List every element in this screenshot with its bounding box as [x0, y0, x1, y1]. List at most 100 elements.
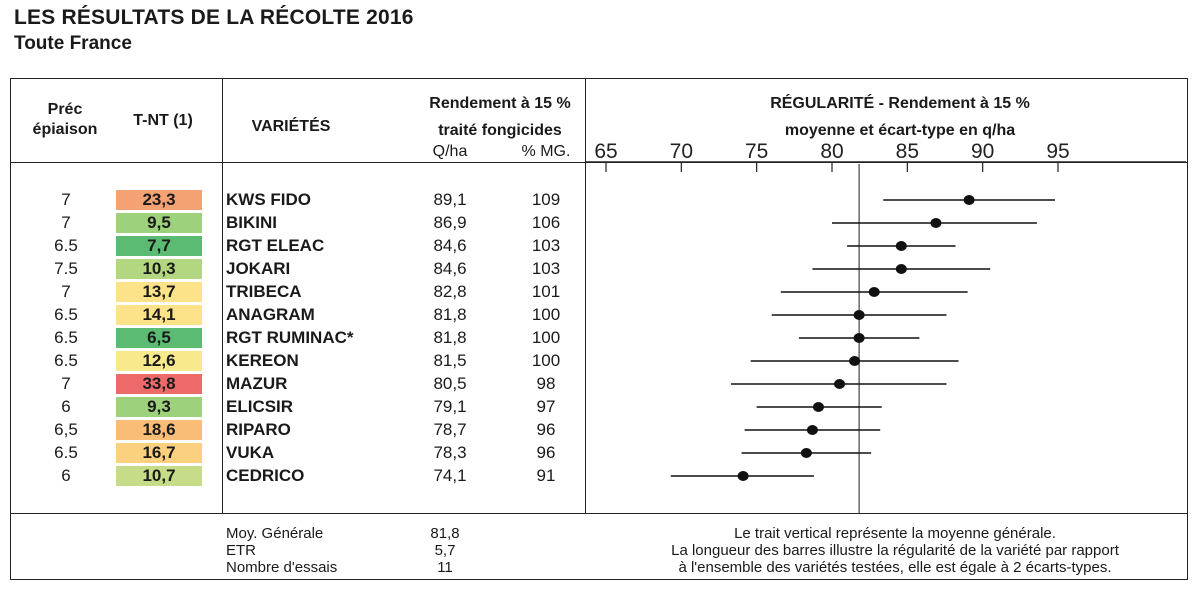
- table-row: 6.5 16,7 VUKA 78,3 96: [10, 442, 585, 464]
- mean-point: [737, 471, 749, 481]
- prec-epiaison-value: 7: [61, 282, 71, 301]
- prec-epiaison-value: 6,5: [54, 420, 78, 439]
- yield-mg-value: 103: [531, 236, 561, 255]
- tnt-value: 12,6: [116, 351, 202, 371]
- column-divider-regularite: [585, 78, 586, 513]
- regularity-chart: 65 70 75 80 85 90 95: [586, 140, 1186, 513]
- footer-labels: Moy. Générale ETR Nombre d'essais: [226, 525, 406, 576]
- footer-values: 81,8 5,7 11: [410, 525, 480, 576]
- tnt-value: 13,7: [116, 282, 202, 302]
- yield-mg-value: 100: [531, 328, 561, 347]
- variety-name: CEDRICO: [226, 466, 305, 485]
- prec-epiaison-value: 7: [61, 213, 71, 232]
- prec-epiaison-value: 7: [61, 190, 71, 209]
- footer-moy-value: 81,8: [430, 525, 460, 542]
- x-tick-label: 65: [594, 140, 617, 163]
- variety-name: ELICSIR: [226, 397, 294, 416]
- yield-qha-value: 81,8: [433, 328, 467, 347]
- yield-mg-value: 109: [531, 190, 561, 209]
- header-varietes: VARIÉTÉS: [251, 118, 331, 135]
- mean-point: [849, 356, 861, 366]
- footer-note: Le trait vertical représente la moyenne …: [610, 525, 1180, 576]
- table-row: 6.5 6,5 RGT RUMINAC* 81,8 100: [10, 327, 585, 349]
- yield-mg-value: 100: [531, 351, 561, 370]
- x-tick-label: 75: [745, 140, 768, 163]
- variety-name: VUKA: [226, 443, 275, 462]
- yield-qha-value: 86,9: [433, 213, 467, 232]
- header-mg: % MG.: [521, 143, 571, 160]
- header-regularite-line1: RÉGULARITÉ - Rendement à 15 %: [770, 95, 1030, 112]
- variety-name: RGT RUMINAC*: [226, 328, 354, 347]
- yield-qha-value: 78,7: [433, 420, 467, 439]
- yield-mg-value: 103: [531, 259, 561, 278]
- footer-essais-value: 11: [437, 559, 453, 576]
- variety-name: RIPARO: [226, 420, 291, 439]
- table-row: 6.5 7,7 RGT ELEAC 84,6 103: [10, 235, 585, 257]
- mean-point: [853, 333, 865, 343]
- prec-epiaison-value: 6.5: [54, 351, 78, 370]
- prec-epiaison-value: 6: [61, 397, 71, 416]
- table-row: 6.5 12,6 KEREON 81,5 100: [10, 350, 585, 372]
- x-tick-label: 95: [1046, 140, 1069, 163]
- mean-point: [812, 402, 824, 412]
- variety-name: BIKINI: [226, 213, 277, 232]
- header-prec-line2: épiaison: [32, 121, 98, 138]
- variety-name: KWS FIDO: [226, 190, 311, 209]
- prec-epiaison-value: 6.5: [54, 443, 78, 462]
- yield-mg-value: 97: [536, 397, 556, 416]
- yield-qha-value: 79,1: [433, 397, 467, 416]
- x-tick-label: 85: [896, 140, 919, 163]
- variety-name: JOKARI: [226, 259, 291, 278]
- page-subtitle: Toute France: [14, 33, 132, 54]
- table-row: 7 33,8 MAZUR 80,5 98: [10, 373, 585, 395]
- tnt-value: 18,6: [116, 420, 202, 440]
- tnt-value: 10,3: [116, 259, 202, 279]
- x-tick-label: 90: [971, 140, 994, 163]
- tnt-value: 9,5: [116, 213, 202, 233]
- yield-qha-value: 82,8: [433, 282, 467, 301]
- table-row: 7 23,3 KWS FIDO 89,1 109: [10, 189, 585, 211]
- table-row: 7 9,5 BIKINI 86,9 106: [10, 212, 585, 234]
- results-table-frame: [10, 78, 1188, 580]
- x-tick-label: 70: [670, 140, 693, 163]
- yield-qha-value: 81,5: [433, 351, 467, 370]
- table-row: 6.5 14,1 ANAGRAM 81,8 100: [10, 304, 585, 326]
- mean-point: [853, 310, 865, 320]
- table-row: 7 13,7 TRIBECA 82,8 101: [10, 281, 585, 303]
- column-divider-varietes: [222, 78, 223, 513]
- yield-qha-value: 80,5: [433, 374, 467, 393]
- table-row: 6 10,7 CEDRICO 74,1 91: [10, 465, 585, 487]
- mean-point: [930, 218, 942, 228]
- page-title: LES RÉSULTATS DE LA RÉCOLTE 2016: [14, 6, 414, 29]
- yield-qha-value: 81,8: [433, 305, 467, 324]
- tnt-value: 16,7: [116, 443, 202, 463]
- footer-note-line2: La longueur des barres illustre la régul…: [671, 542, 1119, 559]
- mean-point: [895, 264, 907, 274]
- prec-epiaison-value: 6.5: [54, 305, 78, 324]
- yield-qha-value: 78,3: [433, 443, 467, 462]
- variety-name: ANAGRAM: [226, 305, 315, 324]
- x-tick-label: 80: [820, 140, 843, 163]
- header-tnt: T-NT (1): [133, 112, 193, 129]
- tnt-value: 23,3: [116, 190, 202, 210]
- mean-point: [834, 379, 846, 389]
- yield-mg-value: 91: [536, 466, 556, 485]
- yield-mg-value: 96: [536, 420, 556, 439]
- footer-moy-label: Moy. Générale: [226, 525, 324, 542]
- yield-qha-value: 89,1: [433, 190, 467, 209]
- yield-mg-value: 96: [536, 443, 556, 462]
- prec-epiaison-value: 7.5: [54, 259, 78, 278]
- mean-point: [963, 195, 975, 205]
- header-prec-line1: Préc: [47, 101, 83, 118]
- mean-point: [868, 287, 880, 297]
- yield-mg-value: 106: [531, 213, 561, 232]
- variety-name: RGT ELEAC: [226, 236, 325, 255]
- tnt-value: 7,7: [116, 236, 202, 256]
- variety-name: KEREON: [226, 351, 299, 370]
- footer-essais-label: Nombre d'essais: [226, 559, 338, 576]
- header-rendement: Rendement à 15 % traité fongicides: [410, 90, 590, 144]
- header-regularite: RÉGULARITÉ - Rendement à 15 % moyenne et…: [600, 90, 1200, 144]
- table-row: 7.5 10,3 JOKARI 84,6 103: [10, 258, 585, 280]
- mean-point: [806, 425, 818, 435]
- variety-name: TRIBECA: [226, 282, 302, 301]
